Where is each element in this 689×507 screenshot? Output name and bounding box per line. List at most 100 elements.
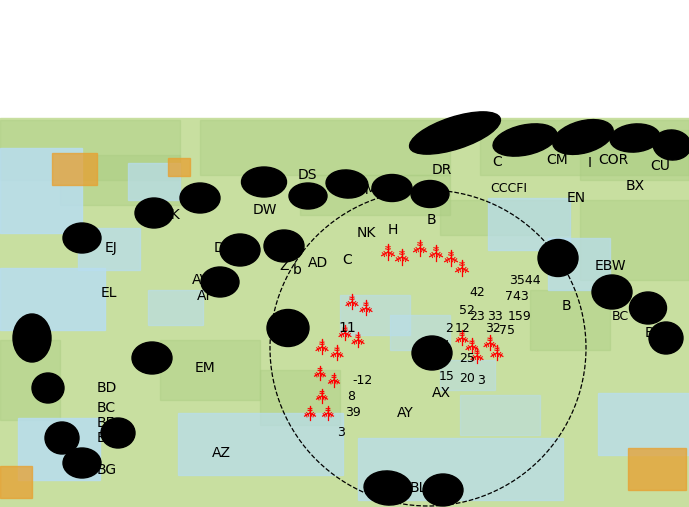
Text: BO: BO [634, 309, 652, 322]
Bar [178, 413, 343, 475]
Text: AY: AY [397, 406, 414, 420]
Bar [60, 155, 180, 205]
Text: BU: BU [645, 326, 665, 340]
Text: 2: 2 [445, 321, 453, 335]
Text: BK: BK [375, 481, 393, 495]
Text: CM: CM [546, 153, 568, 167]
Ellipse shape [592, 275, 632, 309]
Ellipse shape [411, 180, 449, 207]
Text: 15: 15 [439, 370, 455, 382]
Text: EM: EM [195, 361, 216, 375]
Text: BX: BX [626, 179, 645, 193]
Ellipse shape [538, 239, 578, 276]
Bar [340, 295, 410, 335]
Ellipse shape [364, 471, 412, 505]
Text: CCCFI: CCCFI [490, 182, 527, 195]
Bar [580, 200, 689, 280]
Text: BC: BC [612, 309, 629, 322]
Text: H: H [388, 223, 398, 237]
Text: BH: BH [97, 431, 117, 445]
Ellipse shape [610, 124, 660, 152]
Text: 3: 3 [337, 426, 345, 440]
Ellipse shape [63, 448, 101, 478]
Bar [598, 393, 689, 455]
Bar [628, 448, 686, 490]
Bar [460, 395, 540, 435]
Text: DY: DY [214, 241, 232, 255]
Text: 12: 12 [455, 321, 471, 335]
Text: EBW: EBW [595, 259, 626, 273]
Text: r: r [656, 309, 661, 322]
Text: AV: AV [192, 273, 210, 287]
Ellipse shape [493, 124, 557, 156]
Ellipse shape [409, 112, 500, 154]
Ellipse shape [372, 174, 412, 201]
Bar [440, 360, 495, 390]
Bar [260, 370, 340, 425]
Text: BE: BE [97, 416, 115, 430]
Text: 25: 25 [459, 351, 475, 365]
Ellipse shape [649, 322, 683, 354]
Bar [18, 418, 100, 480]
Bar [128, 163, 180, 200]
Bar [52, 153, 97, 185]
Ellipse shape [220, 234, 260, 266]
Bar [78, 228, 140, 270]
Bar [488, 198, 570, 250]
Text: 75: 75 [499, 323, 515, 337]
Text: AW: AW [427, 339, 449, 353]
Bar [548, 238, 610, 290]
Bar [0, 0, 689, 118]
Text: BG: BG [97, 463, 117, 477]
Bar [160, 340, 260, 400]
Text: B: B [562, 299, 572, 313]
Ellipse shape [267, 309, 309, 346]
Text: 8: 8 [347, 389, 355, 403]
Bar [440, 200, 570, 235]
Text: DM: DM [355, 183, 378, 197]
Bar [0, 118, 689, 507]
Text: 3544: 3544 [509, 273, 541, 286]
Bar [0, 120, 180, 180]
Text: 33: 33 [487, 309, 503, 322]
Ellipse shape [135, 198, 173, 228]
Ellipse shape [180, 183, 220, 213]
Bar [580, 130, 689, 180]
Bar [200, 120, 450, 175]
Text: R: R [217, 273, 227, 287]
Text: BL: BL [410, 481, 427, 495]
Text: EN: EN [567, 191, 586, 205]
Bar [300, 175, 450, 215]
Text: 1: 1 [432, 337, 440, 349]
Text: 32: 32 [485, 321, 501, 335]
Bar [530, 290, 610, 350]
Ellipse shape [264, 230, 304, 262]
Bar [0, 466, 32, 498]
Ellipse shape [13, 314, 51, 362]
Text: CU: CU [650, 159, 670, 173]
Ellipse shape [132, 342, 172, 374]
Text: AD: AD [308, 256, 328, 270]
Text: DW: DW [253, 203, 278, 217]
Text: AX: AX [432, 386, 451, 400]
Ellipse shape [45, 422, 79, 454]
Ellipse shape [201, 267, 239, 297]
Text: Z: Z [279, 259, 289, 273]
Text: EK: EK [163, 208, 181, 222]
Text: C: C [492, 155, 502, 169]
Bar [148, 290, 203, 325]
Text: EJ: EJ [105, 241, 118, 255]
Ellipse shape [326, 170, 368, 198]
Bar [0, 268, 105, 330]
Ellipse shape [63, 223, 101, 253]
Text: DR: DR [432, 163, 453, 177]
Text: 23: 23 [469, 309, 485, 322]
Text: 39: 39 [345, 407, 361, 419]
Text: BD: BD [97, 381, 117, 395]
Text: AF: AF [197, 289, 214, 303]
Text: 52: 52 [459, 304, 475, 316]
Text: 20: 20 [459, 372, 475, 384]
Text: NK: NK [357, 226, 376, 240]
Text: 159: 159 [508, 309, 532, 322]
Ellipse shape [32, 373, 64, 403]
